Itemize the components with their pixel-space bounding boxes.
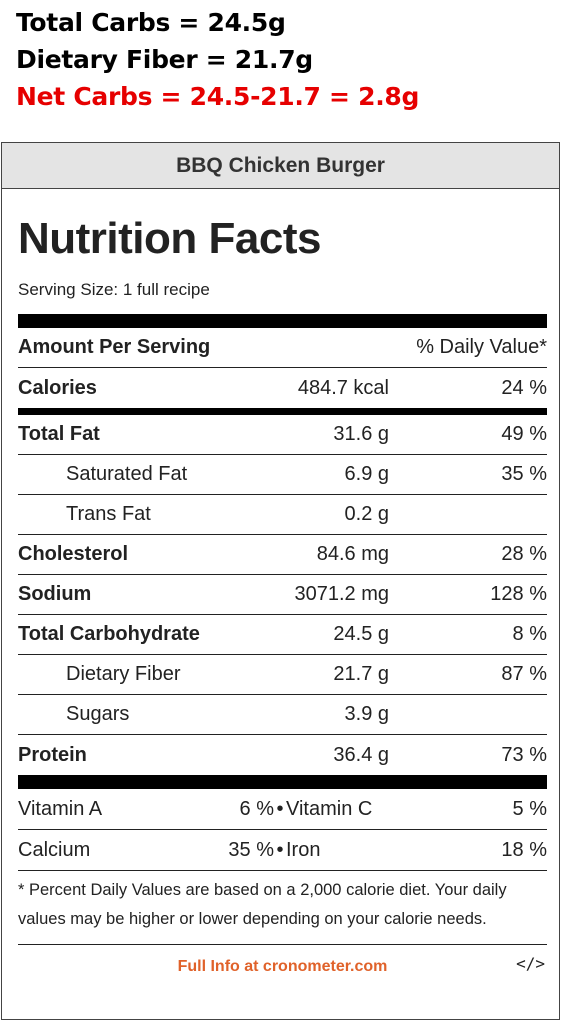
nutrient-amount: 3071.2 mg bbox=[294, 583, 389, 605]
nutrient-name: Cholesterol bbox=[18, 543, 129, 565]
nutrient-row-trans-fat: Trans Fat 0.2 g bbox=[18, 495, 547, 535]
dietary-fiber-line: Dietary Fiber = 21.7g bbox=[16, 45, 313, 74]
bullet-separator: • bbox=[276, 797, 284, 820]
nutrient-name: Trans Fat bbox=[66, 503, 151, 525]
total-carbs-line: Total Carbs = 24.5g bbox=[16, 8, 286, 37]
mineral-value: 35 % bbox=[228, 838, 274, 861]
nutrient-amount: 84.6 mg bbox=[316, 543, 389, 565]
nutrient-name: Calories bbox=[18, 376, 97, 399]
nutrient-daily-value: 35 % bbox=[501, 463, 547, 485]
mineral-value: 18 % bbox=[501, 838, 547, 861]
amount-per-serving-label: Amount Per Serving bbox=[18, 336, 211, 358]
nutrient-amount: 6.9 g bbox=[344, 463, 389, 485]
nutrient-row-protein: Protein 36.4 g 73 % bbox=[18, 735, 547, 775]
nutrient-row-total-fat: Total Fat 31.6 g 49 % bbox=[18, 415, 547, 455]
mineral-row: Calcium 35 % • Iron 18 % bbox=[18, 830, 547, 871]
vitamin-name: Vitamin C bbox=[286, 797, 373, 820]
nutrient-daily-value: 49 % bbox=[501, 423, 547, 445]
serving-size: Serving Size: 1 full recipe bbox=[18, 280, 210, 299]
nutrient-amount: 31.6 g bbox=[333, 423, 389, 445]
nutrient-name: Dietary Fiber bbox=[66, 663, 181, 685]
medium-divider bbox=[18, 408, 547, 415]
nutrient-daily-value: 28 % bbox=[501, 543, 547, 565]
nutrient-name: Protein bbox=[18, 743, 87, 766]
vitamin-name: Vitamin A bbox=[18, 797, 103, 820]
embed-code-icon[interactable]: </> bbox=[516, 954, 545, 973]
nutrient-name: Sugars bbox=[66, 703, 130, 725]
nutrient-name: Saturated Fat bbox=[66, 463, 188, 485]
nutrient-row-cholesterol: Cholesterol 84.6 mg 28 % bbox=[18, 535, 547, 575]
nutrition-label: Nutrition Facts Serving Size: 1 full rec… bbox=[18, 189, 547, 989]
carb-summary: Total Carbs = 24.5g Dietary Fiber = 21.7… bbox=[16, 4, 419, 115]
nutrient-daily-value: 87 % bbox=[501, 663, 547, 685]
bullet-separator: • bbox=[276, 838, 284, 861]
nutrition-facts-title: Nutrition Facts bbox=[18, 214, 321, 263]
thick-divider bbox=[18, 775, 547, 789]
card-footer: Full Info at cronometer.com </> bbox=[18, 945, 547, 989]
net-carbs-line: Net Carbs = 24.5-21.7 = 2.8g bbox=[16, 82, 420, 111]
nutrient-daily-value: 73 % bbox=[501, 743, 547, 766]
daily-value-header: % Daily Value* bbox=[416, 336, 547, 358]
nutrient-row-saturated-fat: Saturated Fat 6.9 g 35 % bbox=[18, 455, 547, 495]
daily-value-footnote: * Percent Daily Values are based on a 2,… bbox=[18, 871, 547, 945]
nutrient-amount: 484.7 kcal bbox=[297, 376, 389, 399]
amount-header-row: Amount Per Serving % Daily Value* bbox=[18, 328, 547, 368]
nutrition-card: BBQ Chicken Burger Nutrition Facts Servi… bbox=[1, 142, 560, 1020]
nutrient-amount: 21.7 g bbox=[333, 663, 389, 685]
nutrient-name: Sodium bbox=[18, 583, 92, 605]
vitamin-value: 5 % bbox=[512, 797, 547, 820]
mineral-name: Iron bbox=[286, 838, 321, 861]
nutrient-amount: 24.5 g bbox=[333, 623, 389, 645]
vitamin-value: 6 % bbox=[239, 797, 274, 820]
thick-divider bbox=[18, 314, 547, 328]
recipe-title: BBQ Chicken Burger bbox=[2, 143, 559, 189]
nutrient-daily-value: 128 % bbox=[490, 583, 547, 605]
nutrient-row-dietary-fiber: Dietary Fiber 21.7 g 87 % bbox=[18, 655, 547, 695]
cronometer-link[interactable]: Full Info at cronometer.com bbox=[177, 958, 388, 975]
nutrient-row-sugars: Sugars 3.9 g bbox=[18, 695, 547, 735]
nutrient-row-total-carbohydrate: Total Carbohydrate 24.5 g 8 % bbox=[18, 615, 547, 655]
nutrient-name: Total Carbohydrate bbox=[18, 623, 200, 645]
nutrient-amount: 36.4 g bbox=[333, 743, 389, 766]
nutrient-row-calories: Calories 484.7 kcal 24 % bbox=[18, 368, 547, 408]
nutrient-amount: 3.9 g bbox=[344, 703, 389, 725]
nutrient-name: Total Fat bbox=[18, 423, 100, 445]
nutrient-amount: 0.2 g bbox=[344, 503, 389, 525]
nutrient-row-sodium: Sodium 3071.2 mg 128 % bbox=[18, 575, 547, 615]
mineral-name: Calcium bbox=[18, 838, 91, 861]
vitamin-row: Vitamin A 6 % • Vitamin C 5 % bbox=[18, 789, 547, 830]
nutrient-daily-value: 8 % bbox=[512, 623, 547, 645]
nutrient-daily-value: 24 % bbox=[501, 376, 547, 399]
